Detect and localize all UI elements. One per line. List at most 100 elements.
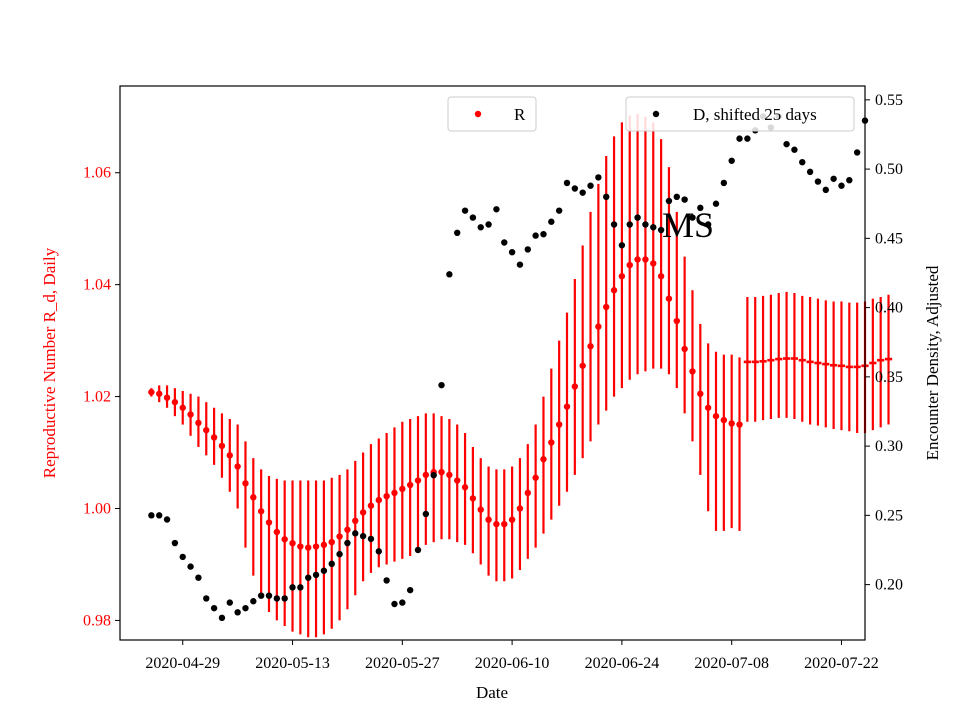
- data-point: [281, 595, 288, 602]
- data-point: [391, 489, 398, 497]
- data-point: [234, 609, 241, 616]
- data-point: [571, 383, 579, 390]
- data-point: [697, 204, 704, 212]
- data-point: [689, 214, 696, 221]
- data-point: [195, 419, 202, 427]
- data-point: [156, 512, 163, 519]
- data-point: [406, 481, 414, 489]
- data-point: [328, 538, 335, 546]
- data-point: [352, 530, 359, 537]
- data-point: [532, 232, 539, 239]
- data-point: [822, 186, 829, 194]
- data-point: [783, 140, 790, 148]
- legend-d: D, shifted 25 days: [625, 96, 855, 132]
- data-point: [508, 249, 516, 256]
- right-y-tick-label: 0.50: [875, 161, 903, 178]
- data-point: [203, 426, 210, 434]
- x-tick-label: 2020-06-24: [585, 655, 660, 672]
- data-point: [540, 456, 547, 463]
- data-point: [657, 273, 665, 280]
- left-y-tick-label: 1.06: [83, 165, 111, 182]
- data-point: [563, 403, 571, 410]
- data-point: [555, 421, 563, 428]
- data-point: [642, 256, 649, 263]
- data-point: [257, 508, 265, 515]
- x-axis-label: Date: [476, 683, 508, 702]
- data-point: [446, 271, 453, 278]
- data-point: [469, 214, 477, 221]
- x-tick-label: 2020-07-22: [804, 655, 879, 672]
- data-point: [210, 434, 218, 441]
- data-point: [187, 563, 194, 570]
- data-point: [634, 256, 641, 263]
- data-point: [681, 345, 688, 353]
- data-point: [312, 543, 320, 550]
- legend-d-marker: [652, 110, 660, 118]
- data-point: [383, 492, 390, 500]
- data-point: [359, 532, 367, 540]
- x-tick-label: 2020-05-27: [365, 655, 440, 672]
- data-point: [312, 571, 320, 579]
- x-tick-label: 2020-05-13: [255, 655, 330, 672]
- data-point: [516, 261, 524, 268]
- data-point: [548, 218, 555, 225]
- series-1: [743, 291, 893, 433]
- data-point: [736, 421, 743, 428]
- plot-frame: [119, 85, 866, 641]
- data-point: [375, 496, 382, 504]
- data-point: [744, 135, 751, 142]
- data-point: [454, 477, 461, 484]
- data-point: [493, 206, 500, 213]
- legend-d-frame: [625, 96, 855, 132]
- data-point: [563, 179, 571, 187]
- data-point: [579, 362, 586, 369]
- data-point: [540, 230, 547, 238]
- data-point: [438, 381, 445, 389]
- data-point: [587, 182, 594, 189]
- data-point: [548, 439, 555, 446]
- data-point: [218, 614, 226, 622]
- data-point: [297, 543, 304, 550]
- data-point: [438, 468, 445, 476]
- data-point: [305, 544, 312, 551]
- data-point: [320, 541, 328, 549]
- data-point: [516, 505, 524, 512]
- data-point: [226, 452, 233, 459]
- data-point: [477, 506, 484, 513]
- data-point: [610, 221, 618, 228]
- data-point: [587, 343, 594, 350]
- data-point: [273, 595, 281, 602]
- data-point: [642, 221, 649, 228]
- data-point: [532, 474, 539, 481]
- right-y-axis-label: Encounter Density, Adjusted: [923, 265, 942, 460]
- data-point: [383, 577, 390, 584]
- data-point: [250, 598, 257, 605]
- data-point: [210, 604, 218, 612]
- right-y-tick-label: 0.20: [875, 577, 903, 594]
- data-point: [265, 592, 273, 599]
- data-point: [399, 485, 406, 493]
- data-point: [461, 484, 469, 491]
- data-point: [665, 197, 673, 205]
- data-point: [650, 224, 657, 231]
- data-point: [720, 416, 728, 424]
- x-tick-label: 2020-04-29: [145, 655, 220, 672]
- right-y-tick-label: 0.45: [875, 230, 903, 247]
- data-point: [289, 584, 296, 591]
- data-point: [665, 295, 673, 302]
- data-point: [320, 567, 328, 574]
- data-point: [501, 239, 508, 246]
- data-point: [352, 517, 359, 525]
- data-point: [203, 595, 210, 602]
- right-y-tick-label: 0.55: [875, 92, 903, 109]
- data-point: [187, 411, 194, 418]
- data-point: [595, 174, 602, 181]
- axis-layer: 2020-04-29 2020-05-13 2020-05-27 2020-06-10…: [83, 92, 903, 672]
- data-point: [242, 480, 249, 487]
- data-point: [650, 260, 657, 267]
- data-point: [399, 599, 406, 606]
- data-point: [799, 158, 806, 166]
- legend-r-label: R: [514, 105, 526, 124]
- data-point: [728, 157, 735, 164]
- ms-annotation: MS: [662, 205, 714, 245]
